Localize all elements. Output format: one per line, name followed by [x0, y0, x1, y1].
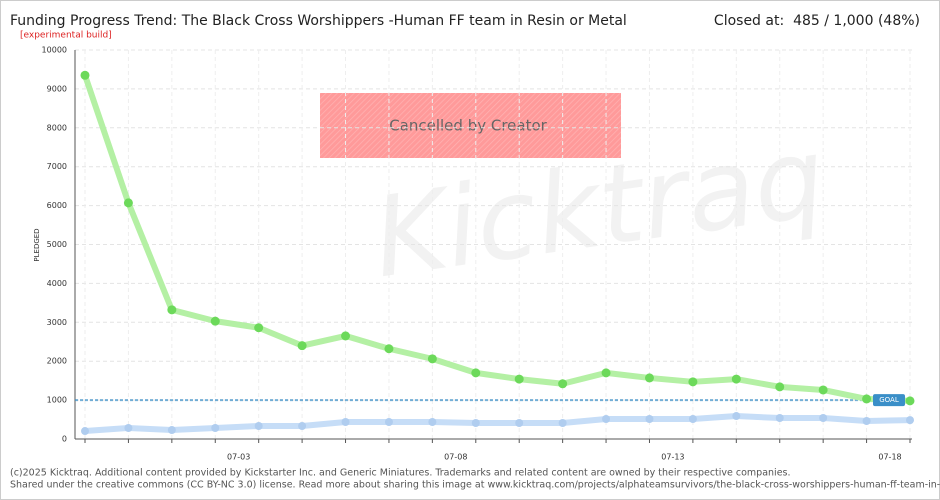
data-point: [645, 415, 654, 424]
data-point: [906, 416, 914, 425]
data-point: [601, 368, 611, 378]
x-tick-label: 07-08: [444, 453, 467, 462]
data-point: [862, 394, 872, 404]
data-point: [905, 396, 915, 406]
y-tick-label: 0: [62, 435, 67, 444]
data-point: [514, 374, 524, 384]
y-tick-label: 1000: [47, 396, 67, 405]
subtitle: [experimental build]: [20, 31, 112, 41]
data-point: [210, 316, 220, 326]
data-point: [602, 415, 611, 424]
data-point: [254, 323, 264, 333]
footer: Shared under the creative commons (CC BY…: [10, 480, 940, 491]
series-line: [82, 72, 913, 404]
data-point: [428, 418, 437, 427]
status: Closed at: 485 / 1,000 (48%): [714, 13, 920, 29]
goal-badge: [873, 394, 905, 407]
y-tick-label: 2000: [47, 357, 67, 366]
y-tick-label: 3000: [47, 318, 67, 327]
data-point: [297, 341, 307, 351]
chart-title: Funding Progress Trend: The Black Cross …: [10, 13, 627, 29]
data-point: [644, 373, 654, 383]
data-point: [341, 331, 351, 341]
data-point: [167, 305, 177, 315]
x-tick-label: 07-18: [878, 453, 901, 462]
y-tick-label: 5000: [47, 240, 67, 249]
data-point: [124, 423, 133, 432]
data-point: [558, 379, 568, 389]
data-point: [775, 413, 784, 422]
goal-label: GOAL: [879, 396, 899, 404]
data-point: [123, 198, 133, 208]
x-tick-label: 07-13: [661, 453, 684, 462]
data-point: [427, 354, 437, 364]
data-point: [167, 426, 176, 435]
annotation-box: [320, 93, 621, 158]
y-tick-label: 6000: [47, 201, 67, 210]
data-point: [80, 70, 90, 80]
data-point: [731, 374, 741, 384]
footer: (c)2025 Kicktraq. Additional content pro…: [10, 468, 791, 479]
data-point: [81, 427, 89, 436]
y-tick-label: 10000: [42, 46, 67, 55]
data-point: [688, 415, 697, 424]
data-point: [384, 418, 393, 427]
x-tick-label: 07-03: [227, 453, 250, 462]
y-tick-label: 8000: [47, 123, 67, 132]
annotation: Cancelled by Creator: [389, 117, 547, 135]
data-point: [819, 413, 828, 422]
data-point: [515, 419, 524, 428]
y-tick-label: 7000: [47, 162, 67, 171]
data-point: [688, 377, 698, 387]
data-point: [818, 385, 828, 395]
data-point: [254, 422, 263, 431]
data-point: [775, 382, 785, 392]
data-point: [471, 368, 481, 378]
data-point: [211, 423, 220, 432]
y-tick-label: 4000: [47, 279, 67, 288]
data-point: [732, 412, 741, 421]
series-line: [82, 413, 913, 435]
y-axis-label: PLEDGED: [33, 228, 41, 261]
y-tick-label: 9000: [47, 84, 67, 93]
data-point: [471, 419, 480, 428]
data-point: [862, 416, 871, 425]
data-point: [341, 418, 350, 427]
data-point: [558, 419, 567, 428]
data-point: [384, 344, 394, 354]
data-point: [298, 422, 307, 431]
